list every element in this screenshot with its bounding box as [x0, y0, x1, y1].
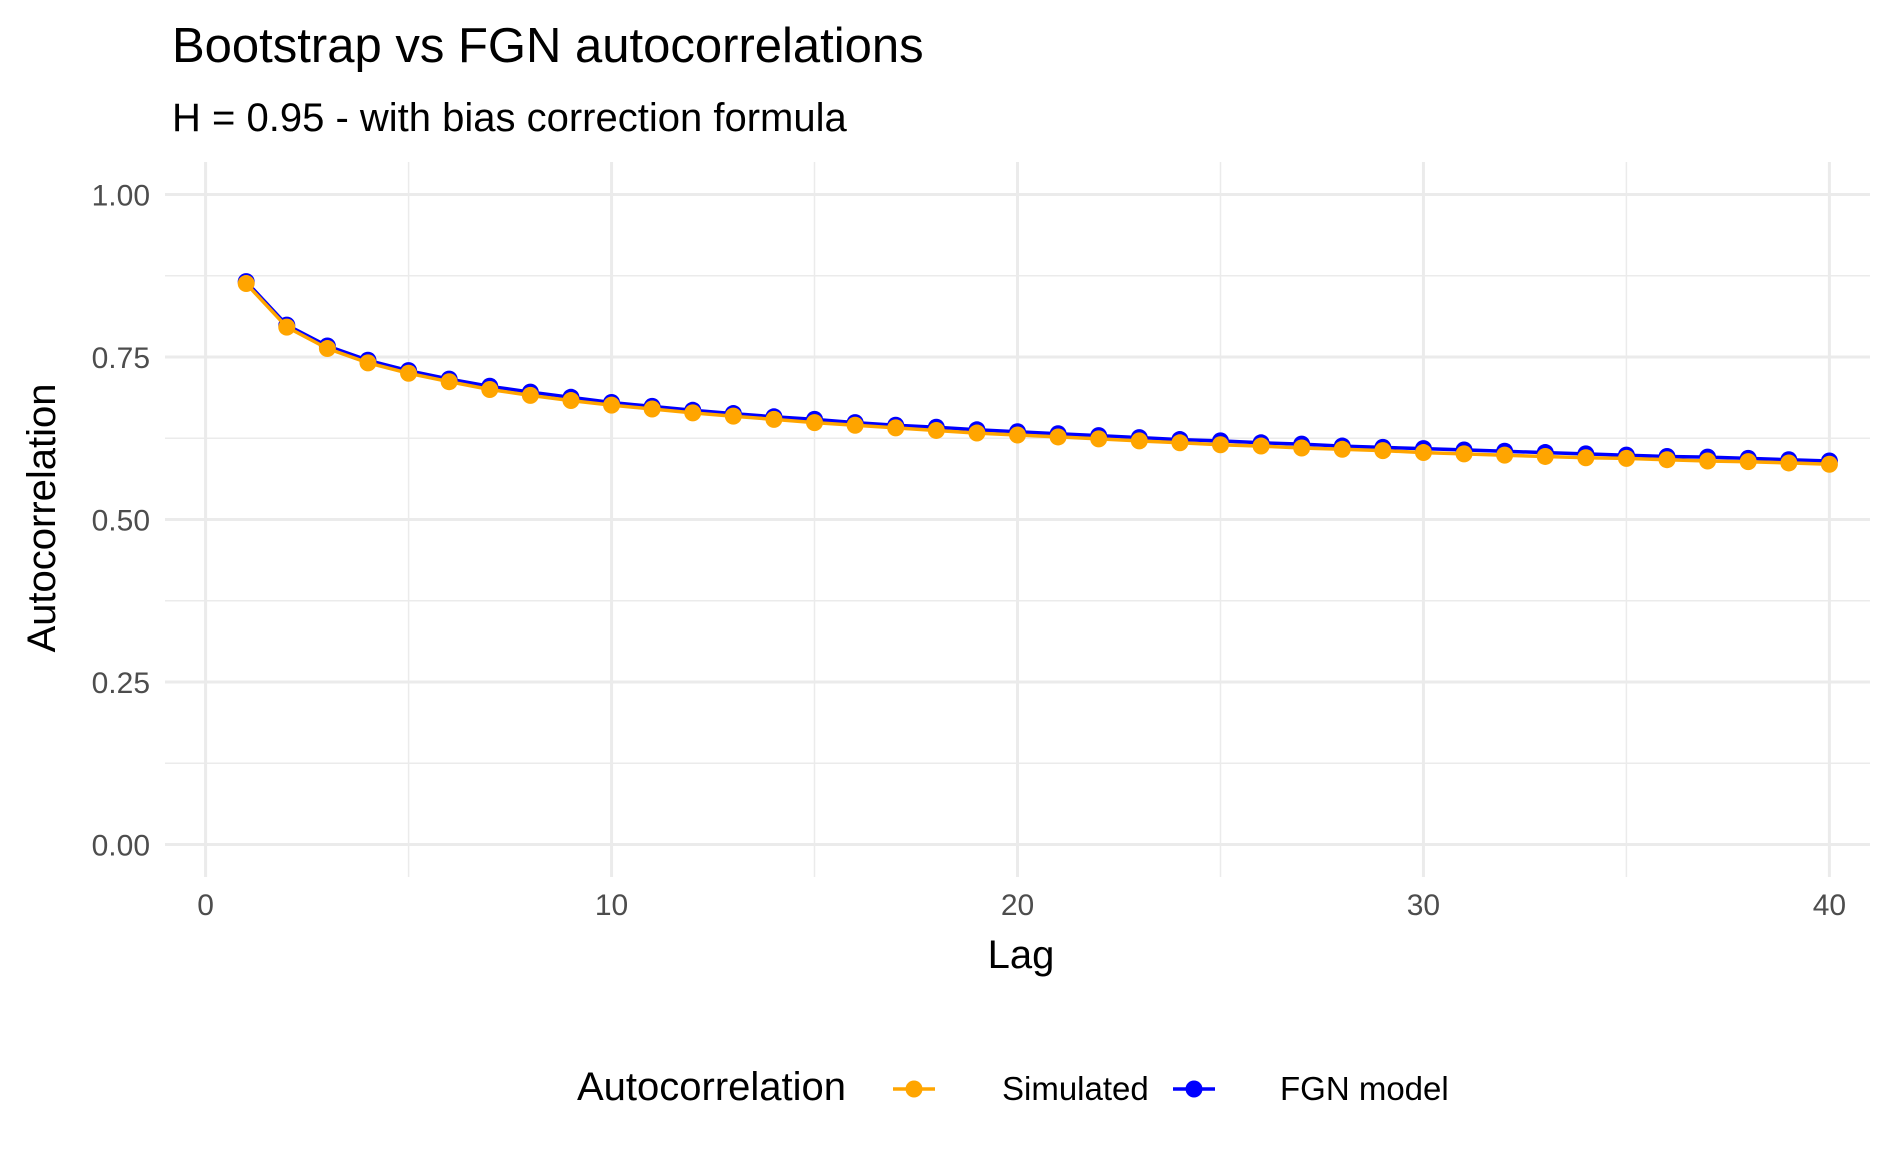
y-axis-title: Autocorrelation: [20, 383, 64, 652]
simulated-point: [765, 410, 783, 428]
simulated-point: [1658, 451, 1676, 469]
simulated-point: [846, 416, 864, 434]
simulated-point: [400, 364, 418, 382]
simulated-point: [1699, 452, 1717, 470]
series: [237, 273, 1838, 473]
x-tick-label: 40: [1813, 889, 1846, 922]
simulated-point: [1739, 453, 1757, 471]
simulated-point: [1130, 432, 1148, 450]
simulated-point: [1049, 428, 1067, 446]
simulated-point: [318, 340, 336, 358]
simulated-point: [1090, 430, 1108, 448]
simulated-point: [1455, 445, 1473, 463]
simulated-point: [643, 400, 661, 418]
simulated-point: [1496, 446, 1514, 464]
simulated-point: [603, 396, 621, 414]
y-tick-label: 0.50: [92, 505, 150, 538]
simulated-point: [927, 421, 945, 439]
y-tick-label: 0.75: [92, 342, 150, 375]
legend-label-fgn-model: FGN model: [1280, 1070, 1449, 1107]
x-tick-labels: 0 10 20 30 40: [197, 889, 1846, 922]
simulated-point: [278, 318, 296, 336]
simulated-point: [1333, 440, 1351, 458]
simulated-point: [359, 354, 377, 372]
simulated-point: [562, 392, 580, 410]
legend-key-point-simulated: [905, 1080, 923, 1098]
simulated-point: [1577, 449, 1595, 467]
y-tick-label: 1.00: [92, 180, 150, 213]
simulated-point: [237, 275, 255, 293]
simulated-point: [1374, 442, 1392, 460]
simulated-point: [1252, 437, 1270, 455]
simulated-point: [440, 373, 458, 391]
simulated-point: [1617, 449, 1635, 467]
simulated-point: [1536, 447, 1554, 465]
gridlines: [165, 162, 1870, 877]
simulated-point: [724, 407, 742, 425]
simulated-point: [684, 404, 702, 422]
simulated-point: [1009, 426, 1026, 444]
simulated-point: [1820, 455, 1838, 473]
x-tick-label: 0: [197, 889, 214, 922]
x-axis-title: Lag: [988, 933, 1055, 977]
x-tick-label: 20: [1001, 889, 1034, 922]
chart-subtitle: H = 0.95 - with bias correction formula: [172, 96, 847, 140]
simulated-point: [1211, 436, 1229, 454]
legend-key-point-fgn-model: [1185, 1080, 1203, 1098]
simulated-point: [1171, 434, 1189, 452]
simulated-line: [244, 282, 1830, 467]
simulated-point: [1780, 454, 1798, 472]
chart-title: Bootstrap vs FGN autocorrelations: [172, 19, 924, 73]
simulated-point: [1414, 444, 1432, 462]
legend-title: Autocorrelation: [577, 1065, 846, 1109]
y-tick-labels: 0.00 0.25 0.50 0.75 1.00: [92, 180, 150, 863]
legend-label-simulated: Simulated: [1002, 1070, 1149, 1107]
x-tick-label: 10: [595, 889, 628, 922]
simulated-point: [521, 386, 539, 404]
simulated-point: [887, 419, 905, 437]
simulated-point: [481, 381, 499, 398]
simulated-point: [968, 424, 986, 442]
legend: Autocorrelation Simulated FGN model: [577, 1065, 1449, 1109]
simulated-point: [1293, 439, 1311, 457]
simulated-point: [806, 414, 824, 432]
y-tick-label: 0.00: [92, 830, 150, 863]
y-tick-label: 0.25: [92, 667, 150, 700]
fgn-model-line: [244, 280, 1830, 463]
x-tick-label: 30: [1407, 889, 1440, 922]
